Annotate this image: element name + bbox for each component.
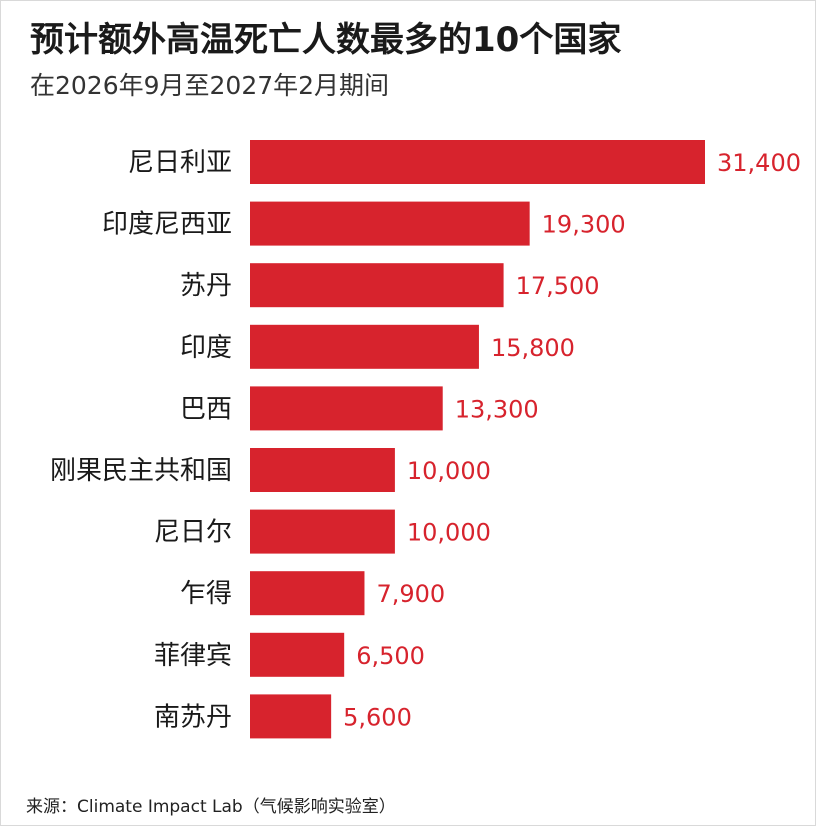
category-label-6: 尼日尔 <box>154 518 232 548</box>
chart-title: 预计额外高温死亡人数最多的10个国家 <box>30 20 622 60</box>
value-label-0: 31,400 <box>717 149 801 177</box>
value-label-2: 17,500 <box>516 272 600 300</box>
value-label-3: 15,800 <box>491 334 575 362</box>
value-label-6: 10,000 <box>407 519 491 547</box>
bar-8 <box>250 632 345 677</box>
bar-9 <box>250 694 332 739</box>
category-label-0: 尼日利亚 <box>128 148 232 178</box>
category-label-7: 乍得 <box>180 579 232 609</box>
value-label-5: 10,000 <box>407 457 491 485</box>
category-label-4: 巴西 <box>180 394 232 424</box>
bar-1 <box>250 201 530 246</box>
bar-2 <box>250 263 504 308</box>
bar-6 <box>250 509 395 554</box>
category-label-8: 菲律宾 <box>154 641 232 671</box>
bar-3 <box>250 324 479 369</box>
bar-0 <box>250 140 705 184</box>
category-label-3: 印度 <box>180 333 232 363</box>
chart-subtitle: 在2026年9月至2027年2月期间 <box>30 71 390 100</box>
value-label-7: 7,900 <box>376 580 445 608</box>
value-label-1: 19,300 <box>542 211 626 239</box>
bar-7 <box>250 571 365 616</box>
value-label-9: 5,600 <box>343 703 412 731</box>
category-label-9: 南苏丹 <box>154 702 232 732</box>
value-label-4: 13,300 <box>455 395 539 423</box>
bar-4 <box>250 386 443 431</box>
source-note: 来源：Climate Impact Lab（气候影响实验室） <box>26 797 396 817</box>
category-label-2: 苏丹 <box>180 271 232 301</box>
value-label-8: 6,500 <box>356 642 425 670</box>
category-label-1: 印度尼西亚 <box>102 210 232 240</box>
bar-5 <box>250 448 395 492</box>
category-label-5: 刚果民主共和国 <box>50 456 232 486</box>
